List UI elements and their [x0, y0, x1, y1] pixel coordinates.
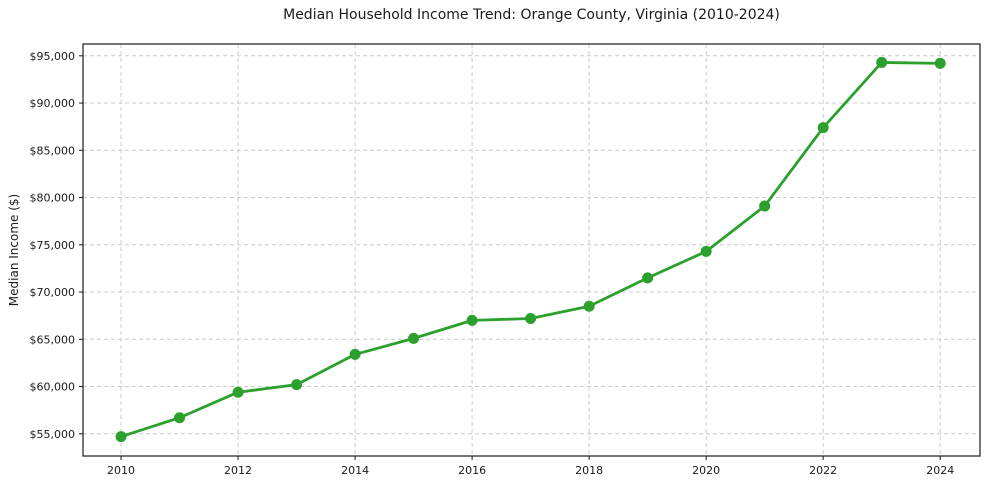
x-tick-label: 2014 — [341, 464, 369, 477]
data-point-2014 — [349, 348, 361, 360]
x-tick-label: 2016 — [458, 464, 486, 477]
data-point-2012 — [232, 386, 244, 398]
x-tick-label: 2012 — [224, 464, 252, 477]
data-point-2019 — [642, 272, 654, 284]
data-point-2010 — [115, 431, 127, 443]
y-tick-label: $55,000 — [30, 428, 76, 441]
x-tick-label: 2018 — [575, 464, 603, 477]
x-tick-label: 2022 — [809, 464, 837, 477]
data-point-2016 — [466, 314, 478, 326]
data-point-2023 — [876, 56, 888, 68]
data-point-2024 — [934, 57, 946, 69]
y-tick-label: $75,000 — [30, 239, 76, 252]
data-point-2018 — [583, 300, 595, 312]
data-point-2015 — [408, 332, 420, 344]
y-axis-title: Median Income ($) — [7, 193, 21, 307]
plot-border — [82, 43, 981, 457]
y-tick-label: $85,000 — [30, 144, 76, 157]
data-point-2020 — [700, 245, 712, 257]
chart-title: Median Household Income Trend: Orange Co… — [283, 7, 780, 23]
data-point-2013 — [291, 379, 303, 391]
trend-line — [119, 61, 942, 439]
y-tick-label: $80,000 — [30, 192, 76, 205]
x-tick-label: 2024 — [926, 464, 954, 477]
y-tick-label: $70,000 — [30, 286, 76, 299]
x-tick-label: 2010 — [107, 464, 135, 477]
data-point-2021 — [759, 200, 771, 212]
y-tick-label: $90,000 — [30, 97, 76, 110]
data-point-2022 — [817, 122, 829, 134]
y-tick-label: $60,000 — [30, 381, 76, 394]
data-point-2011 — [174, 412, 186, 424]
data-point-2017 — [525, 313, 537, 325]
y-tick-label: $65,000 — [30, 333, 76, 346]
x-tick-label: 2020 — [692, 464, 720, 477]
y-tick-label: $95,000 — [30, 50, 76, 63]
